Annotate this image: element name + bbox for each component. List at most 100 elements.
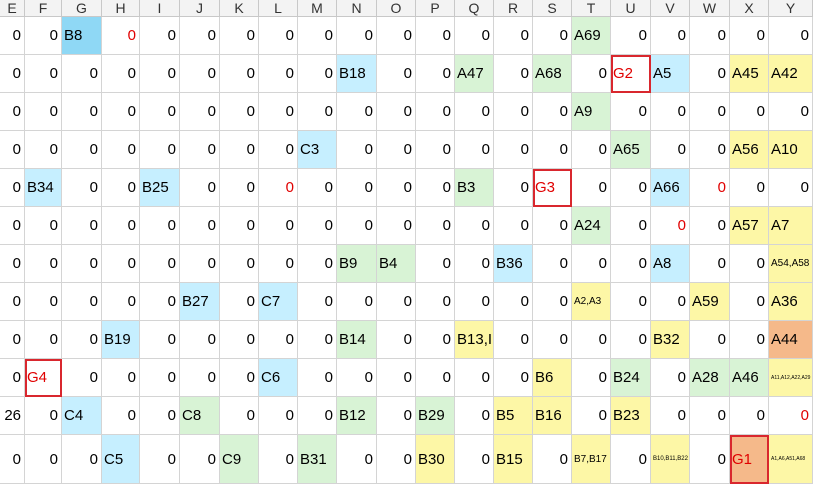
cell-w-r11[interactable]: 0 (690, 397, 730, 435)
column-header-l[interactable]: L (259, 0, 298, 17)
cell-q-r6[interactable]: 0 (455, 207, 494, 245)
cell-j-r6[interactable]: 0 (180, 207, 220, 245)
cell-l-r3[interactable]: 0 (259, 93, 298, 131)
cell-t-r9[interactable]: 0 (572, 321, 611, 359)
cell-h-r2[interactable]: 0 (102, 55, 140, 93)
cell-f-r9[interactable]: 0 (25, 321, 62, 359)
cell-h-r6[interactable]: 0 (102, 207, 140, 245)
cell-k-r3[interactable]: 0 (220, 93, 259, 131)
cell-r-r5[interactable]: 0 (494, 169, 533, 207)
cell-t-r3[interactable]: A9 (572, 93, 611, 131)
cell-s-r6[interactable]: 0 (533, 207, 572, 245)
cell-v-r1[interactable]: 0 (651, 17, 690, 55)
cell-x-r7[interactable]: 0 (730, 245, 769, 283)
cell-n-r7[interactable]: B9 (337, 245, 377, 283)
cell-l-r11[interactable]: 0 (259, 397, 298, 435)
cell-g-r2[interactable]: 0 (62, 55, 102, 93)
cell-k-r6[interactable]: 0 (220, 207, 259, 245)
cell-r-r11[interactable]: B5 (494, 397, 533, 435)
column-header-p[interactable]: P (416, 0, 455, 17)
cell-u-r2[interactable]: G2 (611, 55, 651, 93)
cell-y-r11[interactable]: 0 (769, 397, 813, 435)
cell-m-r4[interactable]: C3 (298, 131, 337, 169)
cell-y-r10[interactable]: A11,A12,A22,A29 (769, 359, 813, 397)
cell-s-r4[interactable]: 0 (533, 131, 572, 169)
column-header-q[interactable]: Q (455, 0, 494, 17)
cell-m-r12[interactable]: B31 (298, 435, 337, 484)
column-header-s[interactable]: S (533, 0, 572, 17)
cell-s-r5[interactable]: G3 (533, 169, 572, 207)
cell-q-r5[interactable]: B3 (455, 169, 494, 207)
cell-u-r6[interactable]: 0 (611, 207, 651, 245)
cell-t-r11[interactable]: 0 (572, 397, 611, 435)
cell-p-r10[interactable]: 0 (416, 359, 455, 397)
cell-t-r1[interactable]: A69 (572, 17, 611, 55)
column-header-w[interactable]: W (690, 0, 730, 17)
cell-o-r12[interactable]: 0 (377, 435, 416, 484)
cell-j-r8[interactable]: B27 (180, 283, 220, 321)
cell-j-r9[interactable]: 0 (180, 321, 220, 359)
cell-r-r4[interactable]: 0 (494, 131, 533, 169)
cell-w-r10[interactable]: A28 (690, 359, 730, 397)
cell-x-r8[interactable]: 0 (730, 283, 769, 321)
cell-o-r3[interactable]: 0 (377, 93, 416, 131)
cell-k-r2[interactable]: 0 (220, 55, 259, 93)
cell-q-r2[interactable]: A47 (455, 55, 494, 93)
cell-r-r10[interactable]: 0 (494, 359, 533, 397)
cell-m-r10[interactable]: 0 (298, 359, 337, 397)
column-header-h[interactable]: H (102, 0, 140, 17)
cell-o-r8[interactable]: 0 (377, 283, 416, 321)
cell-m-r2[interactable]: 0 (298, 55, 337, 93)
cell-e-r9[interactable]: 0 (0, 321, 25, 359)
cell-y-r2[interactable]: A42 (769, 55, 813, 93)
cell-e-r2[interactable]: 0 (0, 55, 25, 93)
cell-i-r10[interactable]: 0 (140, 359, 180, 397)
cell-i-r4[interactable]: 0 (140, 131, 180, 169)
cell-i-r7[interactable]: 0 (140, 245, 180, 283)
cell-g-r10[interactable]: 0 (62, 359, 102, 397)
cell-u-r11[interactable]: B23 (611, 397, 651, 435)
cell-r-r7[interactable]: B36 (494, 245, 533, 283)
cell-u-r3[interactable]: 0 (611, 93, 651, 131)
cell-m-r5[interactable]: 0 (298, 169, 337, 207)
cell-n-r4[interactable]: 0 (337, 131, 377, 169)
column-header-f[interactable]: F (25, 0, 62, 17)
cell-e-r3[interactable]: 0 (0, 93, 25, 131)
cell-n-r5[interactable]: 0 (337, 169, 377, 207)
cell-v-r11[interactable]: 0 (651, 397, 690, 435)
cell-y-r4[interactable]: A10 (769, 131, 813, 169)
cell-t-r7[interactable]: 0 (572, 245, 611, 283)
cell-u-r4[interactable]: A65 (611, 131, 651, 169)
column-header-i[interactable]: I (140, 0, 180, 17)
cell-w-r5[interactable]: 0 (690, 169, 730, 207)
column-header-u[interactable]: U (611, 0, 651, 17)
cell-r-r2[interactable]: 0 (494, 55, 533, 93)
cell-w-r4[interactable]: 0 (690, 131, 730, 169)
column-header-o[interactable]: O (377, 0, 416, 17)
cell-f-r1[interactable]: 0 (25, 17, 62, 55)
cell-y-r6[interactable]: A7 (769, 207, 813, 245)
cell-g-r6[interactable]: 0 (62, 207, 102, 245)
cell-h-r7[interactable]: 0 (102, 245, 140, 283)
cell-w-r7[interactable]: 0 (690, 245, 730, 283)
cell-h-r12[interactable]: C5 (102, 435, 140, 484)
cell-g-r7[interactable]: 0 (62, 245, 102, 283)
cell-g-r3[interactable]: 0 (62, 93, 102, 131)
cell-u-r8[interactable]: 0 (611, 283, 651, 321)
cell-k-r10[interactable]: 0 (220, 359, 259, 397)
cell-f-r3[interactable]: 0 (25, 93, 62, 131)
cell-m-r9[interactable]: 0 (298, 321, 337, 359)
cell-k-r5[interactable]: 0 (220, 169, 259, 207)
cell-u-r12[interactable]: 0 (611, 435, 651, 484)
cell-h-r9[interactable]: B19 (102, 321, 140, 359)
cell-n-r9[interactable]: B14 (337, 321, 377, 359)
cell-i-r3[interactable]: 0 (140, 93, 180, 131)
cell-u-r10[interactable]: B24 (611, 359, 651, 397)
cell-e-r11[interactable]: 26 (0, 397, 25, 435)
cell-p-r5[interactable]: 0 (416, 169, 455, 207)
cell-y-r1[interactable]: 0 (769, 17, 813, 55)
cell-p-r3[interactable]: 0 (416, 93, 455, 131)
cell-x-r12[interactable]: G1 (730, 435, 769, 484)
cell-w-r12[interactable]: 0 (690, 435, 730, 484)
cell-i-r11[interactable]: 0 (140, 397, 180, 435)
